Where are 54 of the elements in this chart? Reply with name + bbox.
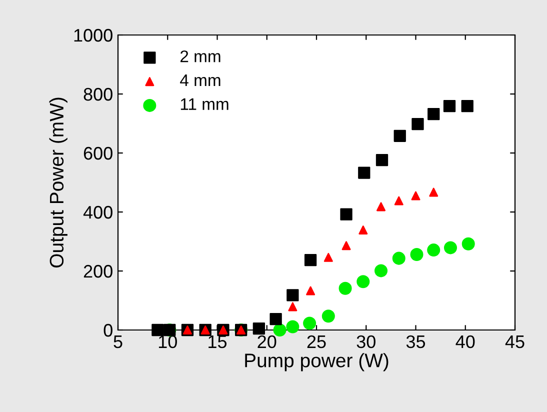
point [304,254,317,266]
point [342,241,351,250]
x-tick-label: 45 [505,336,524,348]
x-tick-label: 30 [356,335,376,348]
point [324,252,333,262]
x-tick-label: 20 [258,335,276,348]
point [394,196,404,206]
point [374,264,388,278]
x-tick-label: 35 [406,335,426,348]
point [252,322,266,335]
legend-label: 11 mm [180,98,228,110]
x-tick-label: 15 [208,336,227,348]
point [412,118,424,130]
y-tick-label: 200 [84,264,112,278]
point [152,324,164,336]
point [273,323,286,337]
point [286,289,299,302]
x-axis-title: Pump power (W) [245,353,388,372]
point [356,275,370,288]
point [358,225,368,234]
point [376,154,388,166]
y-tick-label: 800 [84,88,112,101]
point [428,108,440,120]
point [444,241,457,254]
point [338,282,352,295]
y-tick-label: 600 [84,146,112,160]
point [429,188,438,197]
point [303,316,316,330]
point [322,310,335,323]
y-tick-label: 1000 [74,28,112,42]
legend-label: 4 mm [180,74,220,86]
point [410,248,424,261]
y-tick-label: 0 [104,324,112,337]
point [306,286,316,296]
y-tick-label: 400 [83,206,112,219]
x-tick-label: 10 [158,335,177,348]
x-tick-label: 25 [307,335,326,348]
point [358,166,370,179]
y-axis-title: Output Power (mW) [49,98,68,268]
point [376,202,386,212]
point [340,208,352,220]
x-tick-label: 40 [456,335,475,348]
point [392,252,406,265]
x-tick-label: 5 [114,336,122,348]
point [394,130,406,142]
legend-label: 2 mm [180,50,220,62]
point [443,100,456,112]
point [288,302,298,312]
point [286,320,300,334]
point [270,313,282,326]
point [427,244,440,257]
point [462,237,475,250]
point [461,100,474,112]
point [411,191,420,200]
